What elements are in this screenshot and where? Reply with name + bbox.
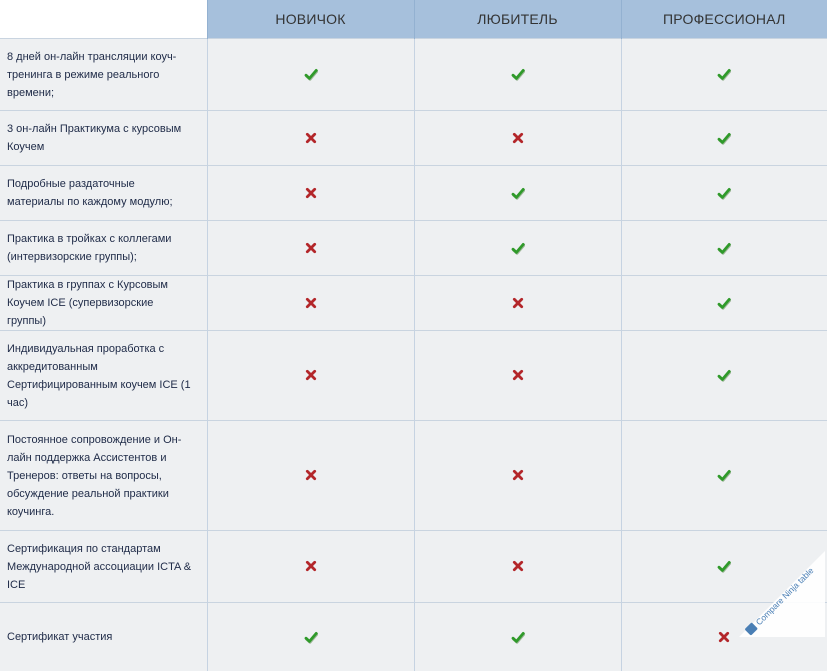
cross-icon — [304, 468, 318, 482]
plan-header-novice: НОВИЧОК — [206, 0, 414, 39]
cell-novice — [206, 275, 414, 331]
check-icon — [717, 67, 732, 81]
cell-amateur — [413, 530, 621, 603]
feature-label: Практика в группах с Курсовым Коучем ICE… — [0, 275, 207, 331]
ninja-logo-icon — [745, 622, 758, 636]
cell-professional — [620, 420, 827, 531]
plan-header-amateur: ЛЮБИТЕЛЬ — [413, 0, 621, 39]
table-row: Индивидуальная проработка с аккредитован… — [0, 330, 827, 421]
cross-icon — [511, 131, 525, 145]
check-icon — [304, 67, 318, 81]
cell-amateur — [413, 110, 621, 166]
compare-ninja-watermark[interactable]: Compare Ninja table — [739, 551, 825, 637]
table-row: 3 он-лайн Практикума с курсовым Коучем — [0, 110, 827, 166]
check-icon — [717, 368, 732, 382]
watermark-badge: Compare Ninja table — [739, 551, 825, 637]
cell-novice — [206, 220, 414, 276]
cross-icon — [511, 296, 525, 310]
cell-professional — [620, 110, 827, 166]
cell-amateur — [413, 220, 621, 276]
check-icon — [511, 186, 525, 200]
header-row: НОВИЧОК ЛЮБИТЕЛЬ ПРОФЕССИОНАЛ — [0, 0, 827, 39]
cross-icon — [304, 559, 318, 573]
cell-amateur — [413, 330, 621, 421]
check-icon — [717, 186, 732, 200]
cell-novice — [206, 330, 414, 421]
cell-professional — [620, 165, 827, 221]
cell-professional — [620, 220, 827, 276]
feature-label: Сертификат участия — [0, 602, 207, 671]
cross-icon — [511, 368, 525, 382]
cross-icon — [511, 559, 525, 573]
feature-label: Постоянное сопровождение и Он-лайн подде… — [0, 420, 207, 531]
check-icon — [717, 296, 732, 310]
table-row: Постоянное сопровождение и Он-лайн подде… — [0, 420, 827, 531]
cell-professional — [620, 38, 827, 111]
check-icon — [304, 630, 318, 644]
cell-amateur — [413, 165, 621, 221]
feature-label: 3 он-лайн Практикума с курсовым Коучем — [0, 110, 207, 166]
cell-novice — [206, 602, 414, 671]
check-icon — [717, 468, 732, 482]
cross-icon — [304, 368, 318, 382]
cell-novice — [206, 530, 414, 603]
feature-label: 8 дней он-лайн трансляции коуч-тренинга … — [0, 38, 207, 111]
table-row: Сертификация по стандартам Международной… — [0, 530, 827, 603]
check-icon — [511, 241, 525, 255]
header-corner — [0, 0, 207, 39]
cell-novice — [206, 110, 414, 166]
table-row: 8 дней он-лайн трансляции коуч-тренинга … — [0, 38, 827, 111]
table-row: Подробные раздаточные материалы по каждо… — [0, 165, 827, 221]
check-icon — [717, 559, 732, 573]
cell-amateur — [413, 420, 621, 531]
cross-icon — [304, 186, 318, 200]
check-icon — [511, 630, 525, 644]
feature-label: Подробные раздаточные материалы по каждо… — [0, 165, 207, 221]
cell-professional — [620, 275, 827, 331]
cell-professional — [620, 330, 827, 421]
feature-label: Индивидуальная проработка с аккредитован… — [0, 330, 207, 421]
cross-icon — [304, 296, 318, 310]
cross-icon — [511, 468, 525, 482]
plan-header-professional: ПРОФЕССИОНАЛ — [620, 0, 827, 39]
cross-icon — [304, 131, 318, 145]
check-icon — [717, 241, 732, 255]
cell-novice — [206, 38, 414, 111]
cell-novice — [206, 165, 414, 221]
cross-icon — [717, 630, 731, 644]
table-row: Практика в группах с Курсовым Коучем ICE… — [0, 275, 827, 331]
cell-amateur — [413, 275, 621, 331]
cross-icon — [304, 241, 318, 255]
feature-label: Сертификация по стандартам Международной… — [0, 530, 207, 603]
table-row: Сертификат участия — [0, 602, 827, 671]
cell-amateur — [413, 38, 621, 111]
check-icon — [511, 67, 525, 81]
cell-novice — [206, 420, 414, 531]
cell-amateur — [413, 602, 621, 671]
table-row: Практика в тройках с коллегами (интервиз… — [0, 220, 827, 276]
check-icon — [717, 131, 732, 145]
feature-label: Практика в тройках с коллегами (интервиз… — [0, 220, 207, 276]
